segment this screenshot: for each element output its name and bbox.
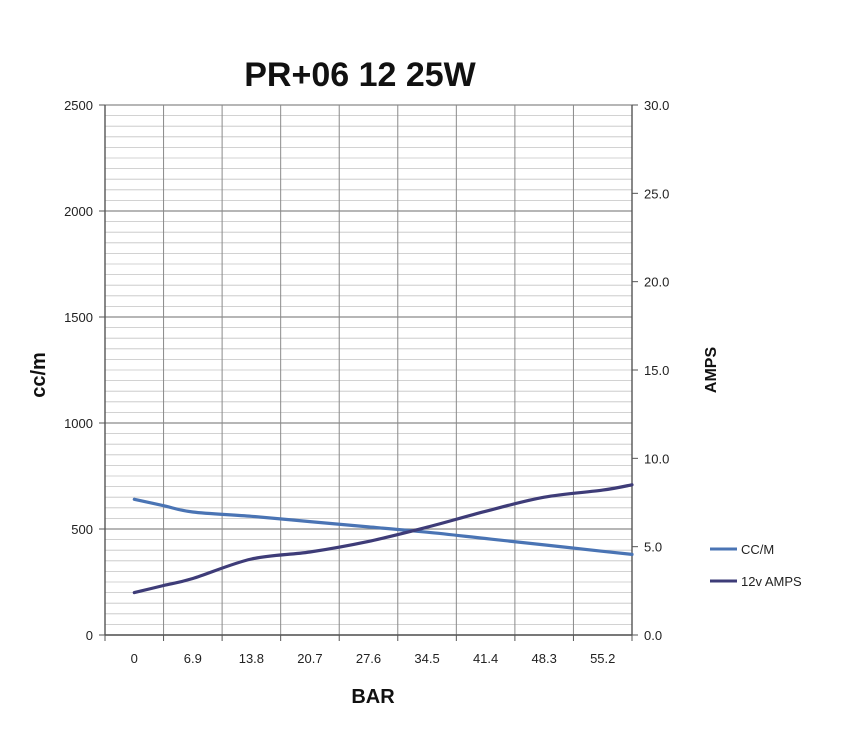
y2-tick-label: 20.0 — [644, 275, 669, 290]
y-tick-label: 1500 — [64, 310, 93, 325]
y-tick-label: 500 — [71, 522, 93, 537]
x-tick-label: 55.2 — [590, 651, 615, 666]
x-tick-label: 20.7 — [297, 651, 322, 666]
tick-labels: 0 6.9 13.8 20.7 27.6 34.5 41.4 48.3 55.2 0 500 1000… — [64, 98, 669, 666]
x-axis-title: BAR — [351, 686, 395, 708]
y-tick-label: 2000 — [64, 204, 93, 219]
y2-axis-title: AMPS — [703, 347, 720, 394]
series-line-cc-m — [132, 497, 634, 556]
x-tick-label: 0 — [131, 651, 138, 666]
chart-title: PR+06 12 25W — [244, 56, 476, 94]
y-axis-title: cc/m — [28, 352, 50, 398]
legend-label: CC/M — [741, 542, 774, 557]
y2-tick-label: 10.0 — [644, 451, 669, 466]
y2-tick-label: 5.0 — [644, 540, 662, 555]
legend: CC/M 12v AMPS — [710, 542, 802, 589]
x-tick-label: 6.9 — [184, 651, 202, 666]
x-tick-label: 34.5 — [414, 651, 439, 666]
series-line-12v-amps — [132, 483, 634, 595]
axes — [99, 104, 638, 641]
y-tick-label: 0 — [86, 628, 93, 643]
y2-tick-label: 15.0 — [644, 363, 669, 378]
y-tick-label: 1000 — [64, 416, 93, 431]
y2-tick-label: 0.0 — [644, 628, 662, 643]
series-lines — [132, 483, 634, 595]
x-tick-label: 13.8 — [239, 651, 264, 666]
x-tick-label: 27.6 — [356, 651, 381, 666]
y-tick-label: 2500 — [64, 98, 93, 113]
x-tick-label: 48.3 — [532, 651, 557, 666]
y2-tick-label: 25.0 — [644, 186, 669, 201]
legend-label: 12v AMPS — [741, 574, 802, 589]
y2-tick-label: 30.0 — [644, 98, 669, 113]
x-tick-label: 41.4 — [473, 651, 498, 666]
